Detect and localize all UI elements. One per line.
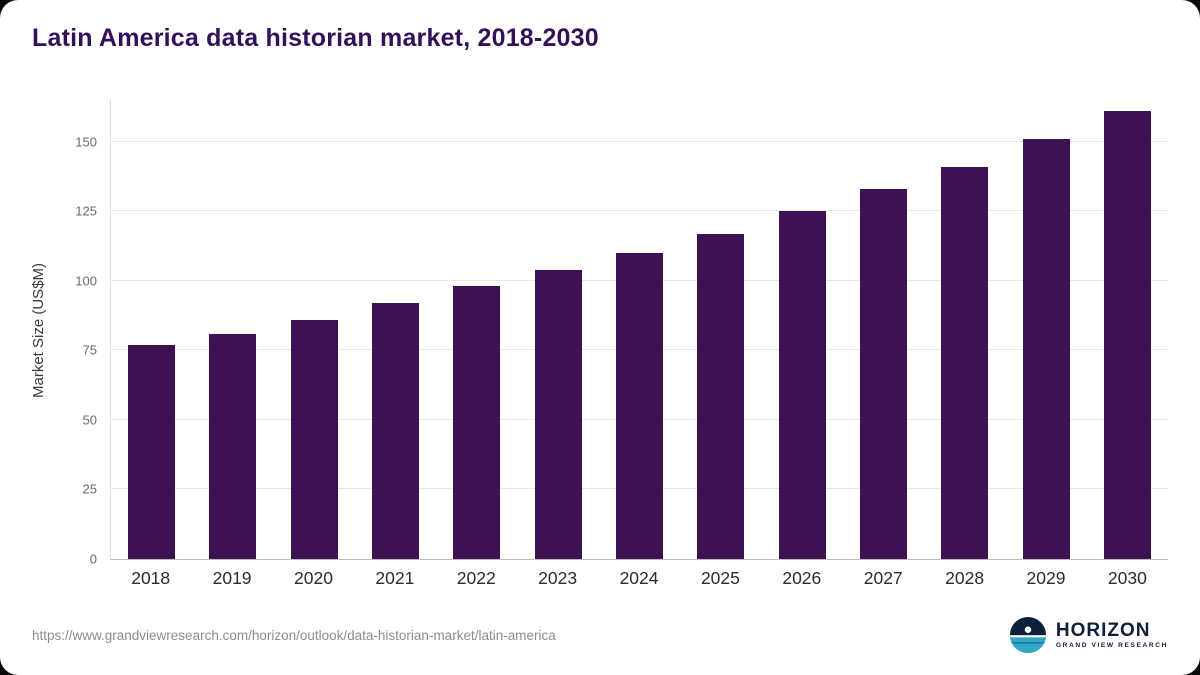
bar-2018 xyxy=(128,344,176,559)
bar-2022 xyxy=(453,286,501,559)
footer: https://www.grandviewresearch.com/horizo… xyxy=(32,613,1168,657)
bar-slot-2028 xyxy=(924,100,1005,559)
bar-slot-2030 xyxy=(1087,100,1168,559)
bar-slot-2020 xyxy=(274,100,355,559)
gridline-125: 125 xyxy=(75,204,1168,219)
bar-slot-2021 xyxy=(355,100,436,559)
bar-2021 xyxy=(372,303,420,559)
x-tick-label-2023: 2023 xyxy=(538,568,578,588)
x-tick-label-2021: 2021 xyxy=(375,568,415,588)
bar-slot-2022 xyxy=(436,100,517,559)
x-tick-label-2025: 2025 xyxy=(700,568,740,588)
plot-area: 0 25 50 75 100 125 150 xyxy=(75,100,1168,567)
y-tick-label-125: 125 xyxy=(75,203,97,219)
bar-slot-2029 xyxy=(1005,100,1086,559)
x-tick-label-2027: 2027 xyxy=(863,568,903,588)
x-tick-label-2019: 2019 xyxy=(212,568,252,588)
bar-slot-2024 xyxy=(599,100,680,559)
bar-2026 xyxy=(778,211,826,559)
horizon-logo-subtitle: GRAND VIEW RESEARCH xyxy=(1055,641,1168,649)
bar-2020 xyxy=(290,319,338,559)
horizon-globe-icon xyxy=(1009,616,1047,654)
x-axis-labels: 2018 2019 2020 2021 2022 2023 2024 2025 2026 2027… xyxy=(110,568,1168,596)
bar-slot-2023 xyxy=(518,100,599,559)
bar-slot-2026 xyxy=(762,100,843,559)
bar-2023 xyxy=(534,269,582,559)
bar-2029 xyxy=(1022,138,1070,559)
bar-2027 xyxy=(859,189,907,559)
bar-slot-2018 xyxy=(111,100,192,559)
bar-2025 xyxy=(697,233,745,559)
x-tick-label-2026: 2026 xyxy=(782,568,822,588)
x-tick-label-2018: 2018 xyxy=(131,568,171,588)
gridline-150: 150 xyxy=(75,134,1168,149)
y-tick-label-50: 50 xyxy=(82,412,97,428)
x-tick-label-2030: 2030 xyxy=(1107,568,1147,588)
y-tick-label-0: 0 xyxy=(89,551,97,567)
chart-title: Latin America data historian market, 201… xyxy=(32,24,599,52)
bars-layer xyxy=(111,100,1168,559)
bar-2028 xyxy=(941,166,989,559)
horizon-logo: HORIZON GRAND VIEW RESEARCH xyxy=(1009,616,1168,654)
x-tick-label-2020: 2020 xyxy=(294,568,333,588)
horizon-logo-name: HORIZON xyxy=(1055,619,1151,641)
y-tick-label-150: 150 xyxy=(75,134,97,150)
x-tick-label-2028: 2028 xyxy=(945,568,985,588)
bar-2024 xyxy=(616,253,664,559)
y-tick-label-75: 75 xyxy=(82,342,97,358)
source-url: https://www.grandviewresearch.com/horizo… xyxy=(32,627,556,643)
x-tick-label-2022: 2022 xyxy=(456,568,496,588)
bar-slot-2019 xyxy=(192,100,273,559)
x-tick-label-2024: 2024 xyxy=(619,568,659,588)
bar-slot-2025 xyxy=(680,100,761,559)
y-tick-label-100: 100 xyxy=(75,273,97,289)
bar-2030 xyxy=(1103,111,1151,559)
bar-slot-2027 xyxy=(843,100,924,559)
horizon-logo-text: HORIZON GRAND VIEW RESEARCH xyxy=(1056,621,1168,650)
y-axis-label: Market Size (US$M) xyxy=(30,262,47,398)
x-tick-label-2029: 2029 xyxy=(1026,568,1066,588)
y-tick-label-25: 25 xyxy=(82,481,97,497)
bar-2019 xyxy=(209,333,257,559)
